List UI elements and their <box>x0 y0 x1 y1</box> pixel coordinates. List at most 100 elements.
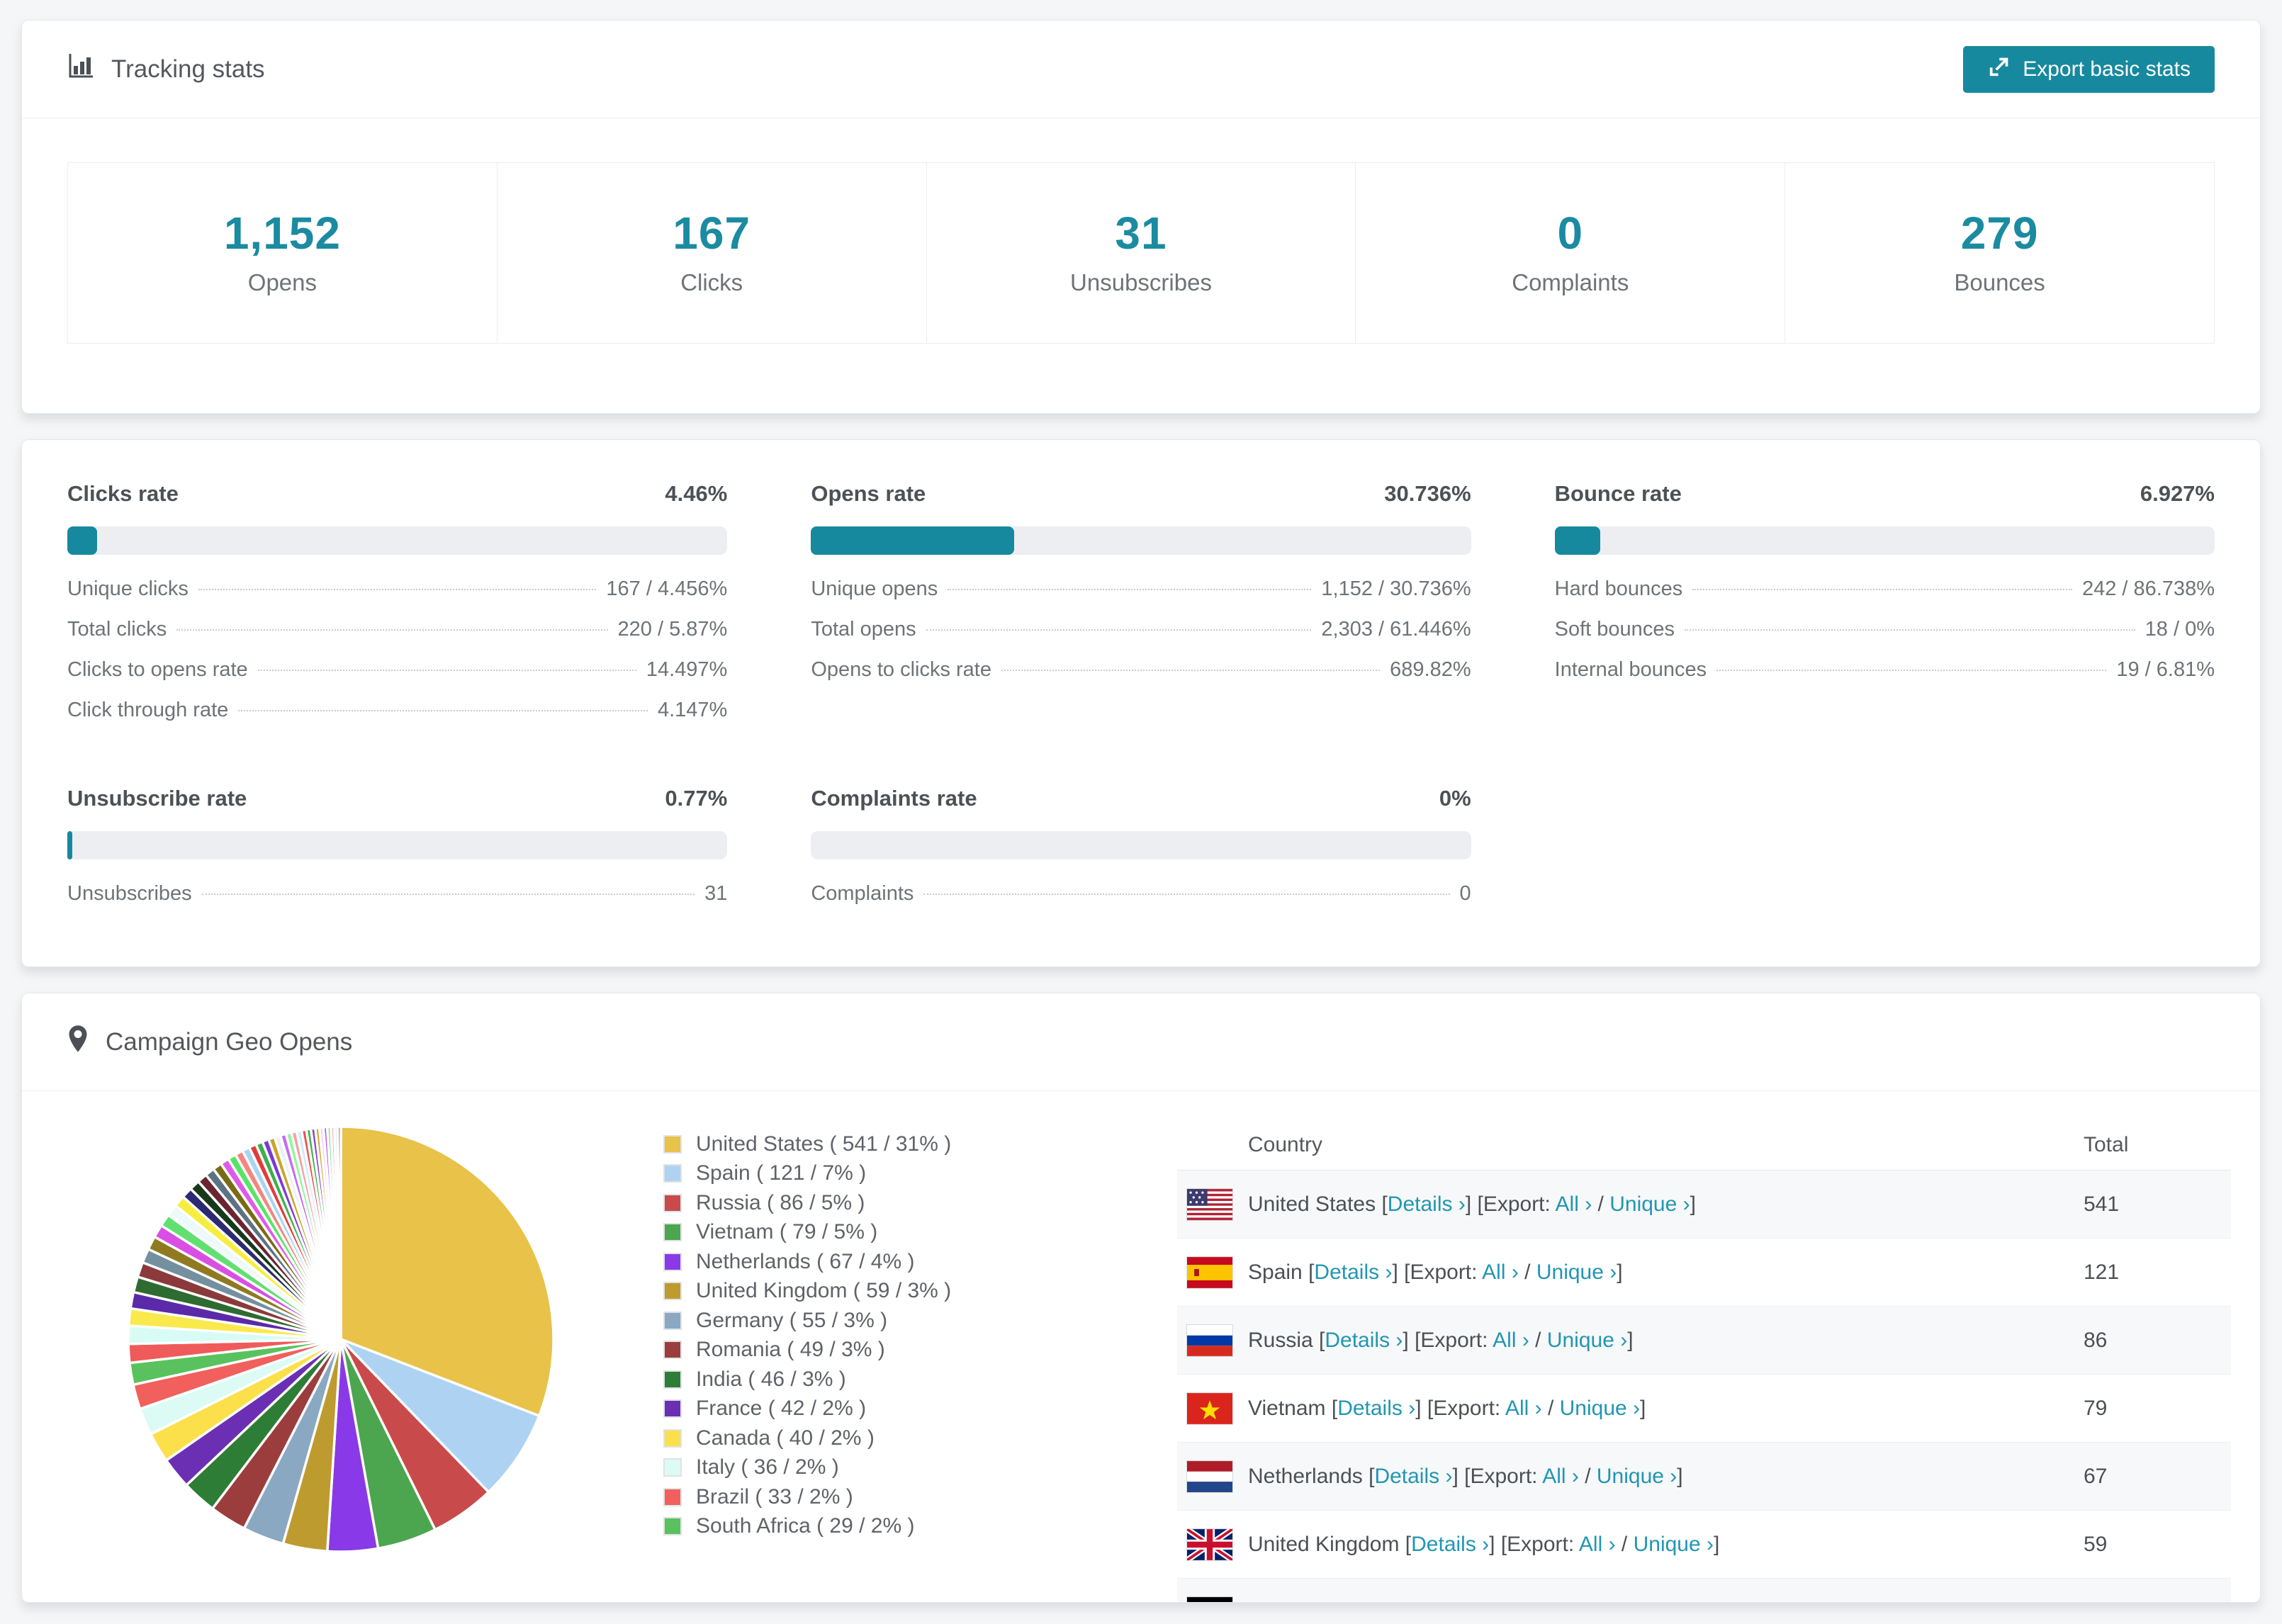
legend-label: India ( 46 / 3% ) <box>696 1367 846 1391</box>
export-all-link[interactable]: All › <box>1542 1464 1579 1488</box>
details-link[interactable]: Details › <box>1325 1328 1403 1352</box>
rate-value: 30.736% <box>1384 481 1471 506</box>
dotted-leader <box>1716 670 2107 671</box>
geo-table-body: United States [Details ›] [Export: All ›… <box>1177 1171 2231 1603</box>
rate-rows: Unique clicks 167 / 4.456% Total clicks … <box>67 577 727 739</box>
details-link[interactable]: Details › <box>1374 1464 1453 1488</box>
stat-value: 0 <box>1557 208 1584 259</box>
rate-row: Internal bounces 19 / 6.81% <box>1555 658 2215 699</box>
legend-swatch <box>663 1428 682 1448</box>
rate-row: Unique clicks 167 / 4.456% <box>67 577 727 618</box>
stat-label: Complaints <box>1512 269 1629 295</box>
legend-item-south-africa: South Africa ( 29 / 2% ) <box>663 1512 951 1542</box>
geo-table: Country Total United States [Details ›] … <box>1177 1120 2231 1603</box>
progress-fill <box>811 526 1014 555</box>
details-link[interactable]: Details › <box>1337 1396 1416 1420</box>
legend-item-russia: Russia ( 86 / 5% ) <box>663 1188 951 1218</box>
export-all-link[interactable]: All › <box>1555 1192 1592 1216</box>
progress-fill <box>1554 526 1601 555</box>
legend-swatch <box>663 1252 682 1271</box>
export-unique-link[interactable]: Unique › <box>1559 1396 1641 1420</box>
flag-nl-icon <box>1177 1460 1232 1492</box>
rate-row-label: Clicks to opens rate <box>67 658 248 681</box>
summary-stat-unsubscribes: 31 Unsubscribes <box>926 163 1356 343</box>
geo-table-row-united-kingdom: United Kingdom [Details ›] [Export: All … <box>1177 1511 2231 1579</box>
rate-title: Complaints rate <box>811 786 977 811</box>
summary-stat-clicks: 167 Clicks <box>496 163 926 343</box>
progress-bar <box>67 526 728 555</box>
legend-label: Romania ( 49 / 3% ) <box>696 1338 885 1362</box>
rate-title: Bounce rate <box>1554 481 1682 506</box>
country-cell: Russia [Details ›] [Export: All › / Uniq… <box>1248 1328 1634 1352</box>
legend-label: France ( 42 / 2% ) <box>696 1397 867 1421</box>
rate-value: 0% <box>1439 786 1471 811</box>
total-cell: 121 <box>2084 1260 2120 1284</box>
export-unique-link[interactable]: Unique › <box>1633 1532 1714 1556</box>
bar-chart-icon <box>67 52 94 86</box>
column-header-country: Country <box>1248 1132 1323 1156</box>
rate-row-label: Soft bounces <box>1554 618 1675 641</box>
export-unique-link[interactable]: Unique › <box>1536 1260 1617 1284</box>
details-link[interactable]: Details › <box>1411 1532 1490 1556</box>
dotted-leader <box>201 893 695 895</box>
legend-label: Vietnam ( 79 / 5% ) <box>696 1220 878 1244</box>
rate-row-label: Unsubscribes <box>67 882 192 905</box>
map-pin-icon <box>67 1025 89 1059</box>
stat-label: Clicks <box>680 269 743 295</box>
export-unique-link[interactable]: Unique › <box>1570 1601 1650 1603</box>
rate-row-label: Complaints <box>811 882 914 905</box>
column-header-total: Total <box>2084 1132 2129 1156</box>
rates-grid: Clicks rate 4.46% Unique clicks 167 / 4.… <box>22 440 2260 966</box>
rate-row: Total clicks 220 / 5.87% <box>67 618 727 658</box>
flag-es-icon <box>1177 1256 1232 1288</box>
legend-item-romania: Romania ( 49 / 3% ) <box>663 1336 951 1365</box>
progress-bar <box>811 526 1471 555</box>
progress-fill <box>67 526 97 555</box>
legend-item-india: India ( 46 / 3% ) <box>663 1365 951 1394</box>
rate-row: Hard bounces 242 / 86.738% <box>1555 577 2215 618</box>
export-unique-link[interactable]: Unique › <box>1546 1328 1628 1352</box>
stat-label: Opens <box>247 269 317 295</box>
rate-row: Unsubscribes 31 <box>67 882 727 923</box>
geo-title-wrap: Campaign Geo Opens <box>67 1025 352 1059</box>
rate-value: 0.77% <box>665 786 728 811</box>
details-link[interactable]: Details › <box>1387 1192 1466 1216</box>
export-unique-link[interactable]: Unique › <box>1596 1464 1677 1488</box>
rate-row-value: 31 <box>704 882 728 905</box>
legend-item-germany: Germany ( 55 / 3% ) <box>663 1306 951 1336</box>
rate-row-value: 689.82% <box>1390 658 1471 681</box>
legend-swatch <box>663 1341 682 1360</box>
dotted-leader <box>1692 589 2072 590</box>
rate-value: 4.46% <box>665 481 728 506</box>
stat-value: 31 <box>1115 208 1167 259</box>
export-all-link[interactable]: All › <box>1505 1396 1542 1420</box>
rate-row-value: 167 / 4.456% <box>606 577 728 600</box>
export-all-link[interactable]: All › <box>1515 1601 1552 1603</box>
rate-row-value: 2,303 / 61.446% <box>1321 618 1471 641</box>
legend-swatch <box>663 1193 682 1212</box>
details-link[interactable]: Details › <box>1347 1601 1425 1603</box>
legend-item-united-states: United States ( 541 / 31% ) <box>663 1129 951 1159</box>
flag-us-icon <box>1177 1188 1232 1220</box>
rate-row-value: 18 / 0% <box>2145 618 2215 641</box>
legend-item-canada: Canada ( 40 / 2% ) <box>663 1423 951 1453</box>
rate-row: Opens to clicks rate 689.82% <box>811 658 1471 699</box>
country-cell: Germany [Details ›] [Export: All › / Uni… <box>1232 1601 2084 1603</box>
details-link[interactable]: Details › <box>1314 1260 1393 1284</box>
export-basic-stats-button[interactable]: Export basic stats <box>1963 45 2215 93</box>
legend-swatch <box>663 1223 682 1242</box>
export-all-link[interactable]: All › <box>1578 1532 1616 1556</box>
geo-table-row-spain: Spain [Details ›] [Export: All › / Uniqu… <box>1177 1239 2231 1307</box>
legend-item-brazil: Brazil ( 33 / 2% ) <box>663 1482 951 1512</box>
total-cell: 79 <box>2084 1396 2108 1420</box>
rate-section-header: Clicks rate 4.46% <box>67 481 727 507</box>
rate-row-value: 242 / 86.738% <box>2081 577 2215 600</box>
export-unique-link[interactable]: Unique › <box>1609 1192 1690 1216</box>
dotted-leader <box>176 629 608 631</box>
export-all-link[interactable]: All › <box>1482 1260 1519 1284</box>
legend-swatch <box>663 1282 682 1301</box>
rate-section-bounce-rate: Bounce rate 6.927% Hard bounces 242 / 86… <box>1554 481 2215 739</box>
legend-item-vietnam: Vietnam ( 79 / 5% ) <box>663 1218 951 1248</box>
export-all-link[interactable]: All › <box>1493 1328 1529 1352</box>
rate-title: Opens rate <box>811 481 926 506</box>
